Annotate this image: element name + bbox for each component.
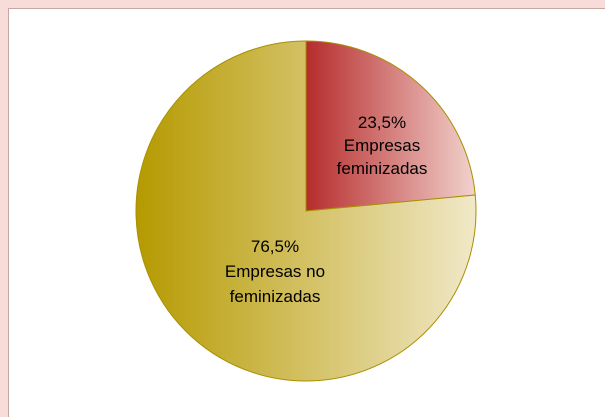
value-label-no-feminizadas: 76,5% xyxy=(251,237,299,256)
category-label-feminizadas-line1: Empresas xyxy=(344,136,421,155)
category-label-no-feminizadas-line2: feminizadas xyxy=(230,287,321,306)
category-label-no-feminizadas-line1: Empresas no xyxy=(225,262,325,281)
category-label-feminizadas-line2: feminizadas xyxy=(337,159,428,178)
label-empresas-no-feminizadas: 76,5% Empresas no feminizadas xyxy=(225,237,325,306)
value-label-feminizadas: 23,5% xyxy=(358,113,406,132)
slice-empresas-feminizadas xyxy=(305,40,476,212)
slice-empresas-no-feminizadas xyxy=(135,40,477,382)
label-empresas-feminizadas: 23,5% Empresas feminizadas xyxy=(337,113,428,178)
